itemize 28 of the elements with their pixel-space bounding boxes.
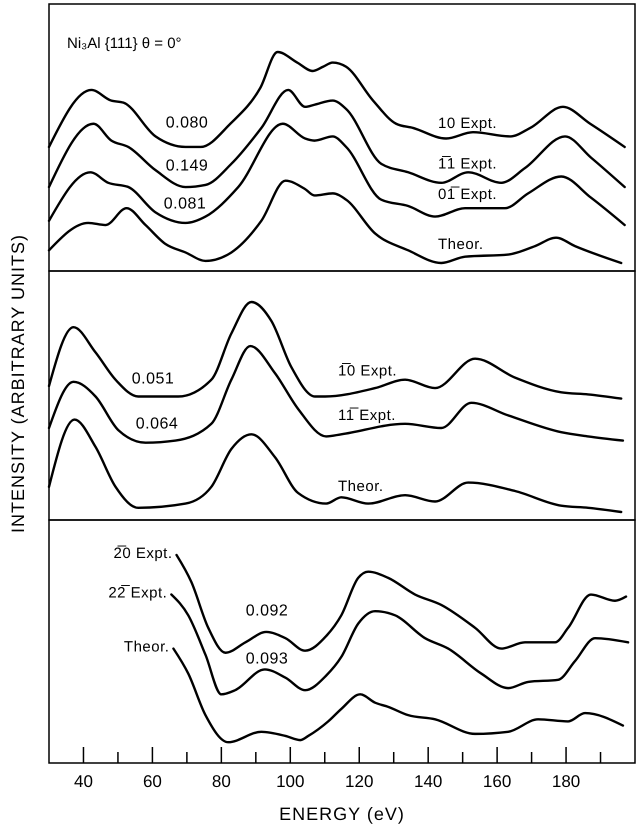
y-axis-title: INTENSITY (ARBITRARY UNITS)	[8, 234, 28, 534]
annotation: 0.081	[164, 196, 206, 213]
annotation: 0.080	[166, 114, 208, 132]
x-tick-label: 160	[482, 772, 512, 791]
series-label: 1̅1 Expt.	[438, 155, 498, 172]
annotation: 0.064	[136, 416, 178, 433]
x-tick-label: 60	[142, 772, 162, 791]
series-label: Theor.	[124, 638, 170, 656]
x-tick-label: 180	[552, 772, 580, 791]
x-tick-label: 120	[345, 772, 374, 791]
series-label: 01̅ Expt.	[438, 186, 498, 204]
annotation: 0.092	[246, 602, 288, 620]
series-label: 22̅ Expt.	[108, 584, 168, 602]
series-label: 1̅0 Expt.	[338, 362, 398, 380]
x-tick-label: 80	[212, 772, 231, 791]
series-label: 2̅0 Expt.	[113, 545, 173, 562]
annotation: 0.149	[166, 158, 208, 175]
series-label: 11̅ Expt.	[338, 406, 396, 424]
x-tick-label: 100	[276, 772, 304, 791]
x-tick-label: 140	[414, 772, 442, 791]
annotation: 0.093	[246, 650, 288, 668]
x-axis-title: ENERGY (eV)	[279, 804, 405, 824]
annotation: 0.051	[132, 370, 174, 388]
series-label: Theor.	[438, 236, 484, 254]
series-label: Theor.	[338, 478, 384, 496]
x-tick-label: 40	[74, 772, 93, 791]
chart-title: Ni₃Al {111} θ = 0°	[67, 35, 182, 52]
series-label: 10 Expt.	[438, 115, 498, 132]
